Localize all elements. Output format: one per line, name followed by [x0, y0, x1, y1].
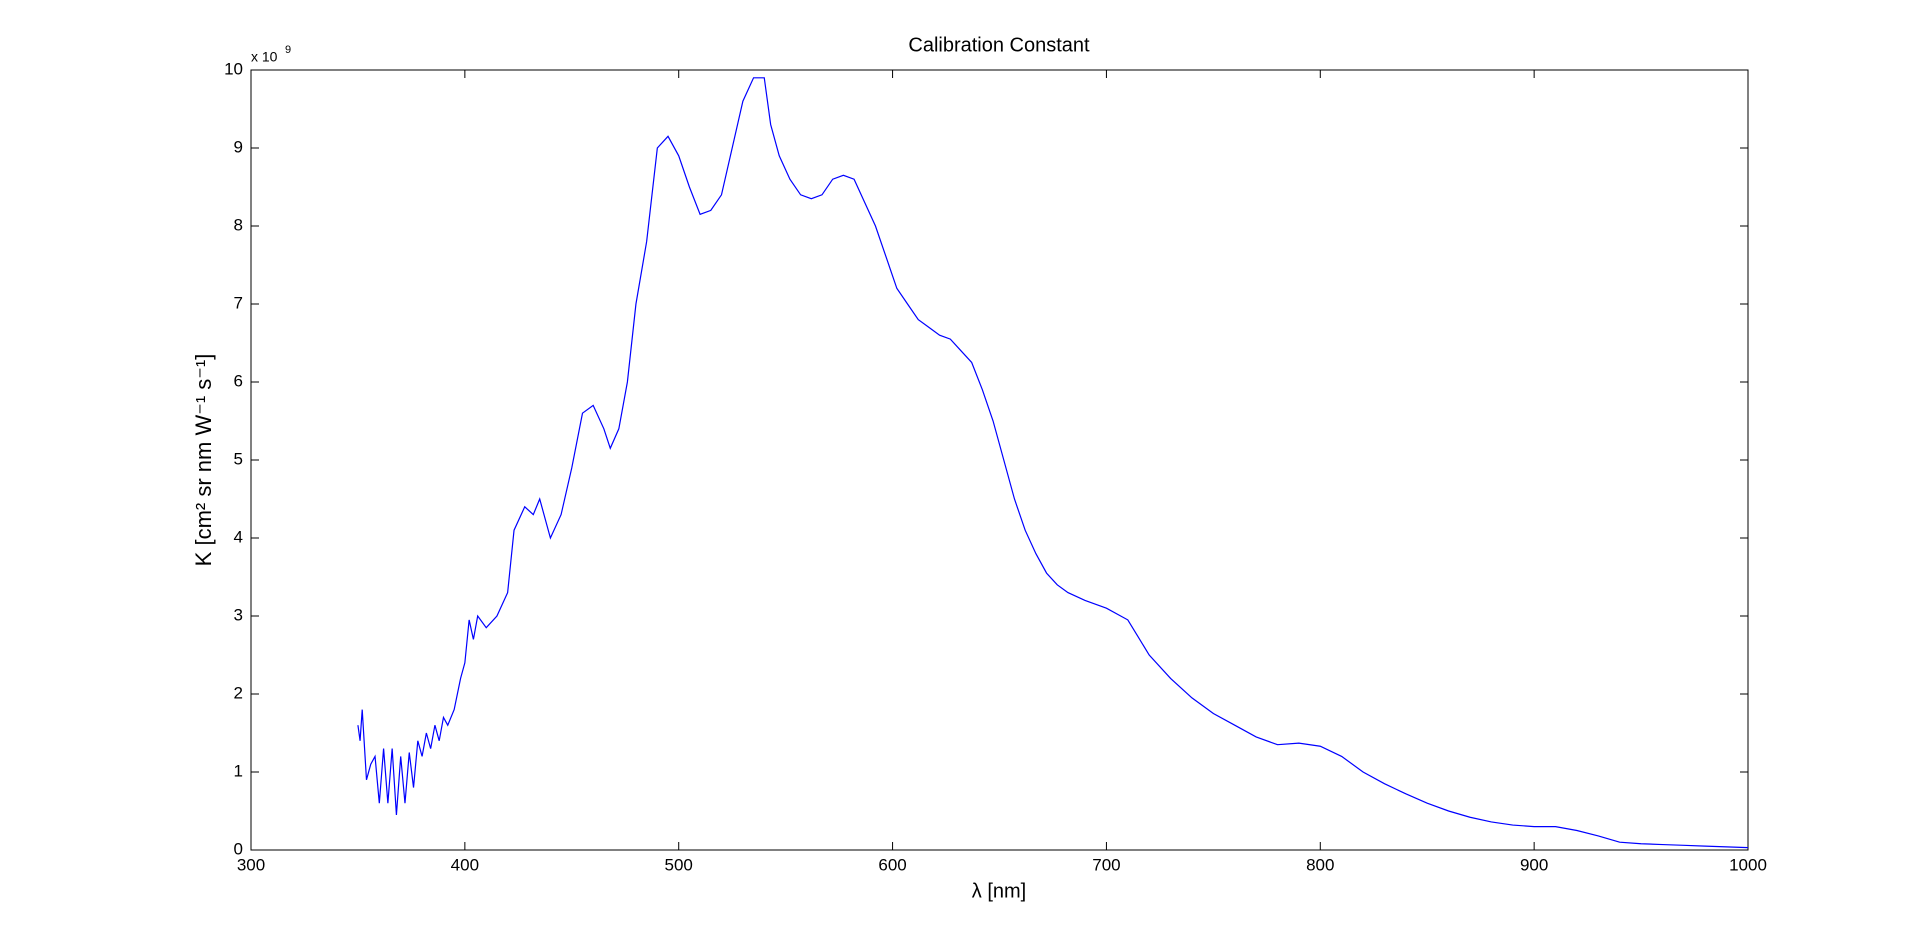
y-tick-label: 5 [234, 449, 243, 468]
y-tick-label: 0 [234, 839, 243, 858]
y-tick-label: 7 [234, 293, 243, 312]
x-axis-label: λ [nm] [972, 880, 1026, 902]
plot-frame [250, 69, 1749, 851]
y-multiplier-exponent: 9 [285, 44, 291, 56]
y-tick-label: 1 [234, 761, 243, 780]
chart-title: Calibration Constant [908, 34, 1090, 56]
y-tick-label: 10 [224, 59, 243, 78]
y-tick-label: 4 [234, 527, 243, 546]
y-multiplier: x 10 [251, 49, 278, 65]
y-tick-label: 6 [234, 371, 243, 390]
x-tick-label: 600 [878, 855, 906, 874]
x-tick-label: 900 [1520, 855, 1548, 874]
x-tick-label: 500 [665, 855, 693, 874]
y-tick-label: 8 [234, 215, 243, 234]
x-tick-label: 700 [1092, 855, 1120, 874]
x-tick-label: 800 [1306, 855, 1334, 874]
x-tick-label: 1000 [1729, 855, 1767, 874]
x-tick-label: 300 [237, 855, 265, 874]
x-tick-label: 400 [451, 855, 479, 874]
data-line [357, 77, 1749, 849]
y-axis-label: K [cm² sr nm W⁻¹ s⁻¹] [191, 354, 216, 567]
y-tick-label: 3 [234, 605, 243, 624]
y-tick-label: 9 [234, 137, 243, 156]
y-tick-label: 2 [234, 683, 243, 702]
